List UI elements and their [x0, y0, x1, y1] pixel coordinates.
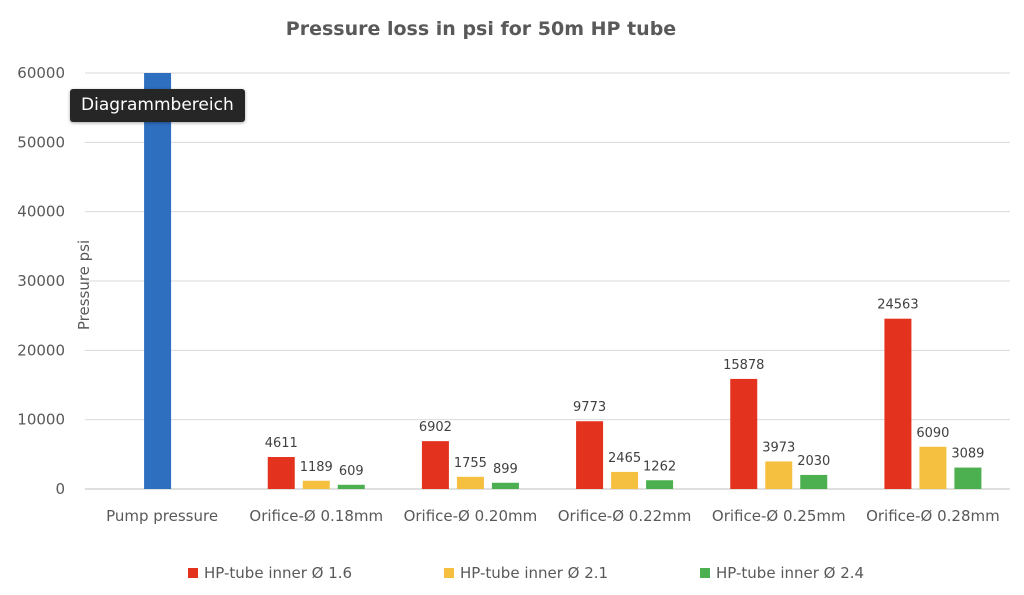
data-label: 2030 [797, 454, 830, 469]
bar-pump-pressure[interactable] [144, 73, 172, 489]
y-tick-label: 60000 [17, 64, 65, 82]
data-label: 24563 [877, 298, 918, 313]
bar[interactable] [576, 421, 604, 489]
bar[interactable] [919, 446, 947, 489]
legend-label: HP-tube inner Ø 2.1 [460, 564, 608, 582]
data-label: 609 [339, 464, 364, 479]
bar[interactable] [302, 480, 330, 489]
bars [144, 73, 982, 489]
data-label: 899 [493, 462, 518, 477]
data-label: 2465 [608, 451, 641, 466]
bar[interactable] [611, 471, 639, 489]
bar[interactable] [884, 318, 912, 489]
y-axis-ticks: 0 10000 20000 30000 40000 50000 60000 [17, 64, 65, 498]
bar[interactable] [421, 441, 449, 489]
chart-title: Pressure loss in psi for 50m HP tube [286, 18, 676, 40]
y-tick-label: 50000 [17, 133, 65, 151]
bar[interactable] [646, 480, 674, 489]
data-label: 3973 [762, 440, 795, 455]
bar[interactable] [765, 461, 793, 489]
legend-label: HP-tube inner Ø 1.6 [204, 564, 352, 582]
legend: HP-tube inner Ø 1.6 HP-tube inner Ø 2.1 HP… [188, 564, 864, 582]
data-label: 6090 [916, 426, 949, 441]
y-tick-label: 30000 [17, 272, 65, 290]
bar[interactable] [800, 474, 828, 489]
data-label: 4611 [265, 436, 298, 451]
data-label: 3089 [951, 447, 984, 462]
gridlines [85, 72, 1010, 490]
legend-swatch [188, 568, 198, 578]
bar[interactable] [337, 484, 365, 489]
data-label: 9773 [573, 400, 606, 415]
data-label: 15878 [723, 358, 764, 373]
data-label: 1262 [643, 459, 676, 474]
x-category-label: Orifice-Ø 0.18mm [249, 507, 383, 525]
y-axis-label: Pressure psi [75, 240, 93, 330]
bar[interactable] [730, 378, 758, 489]
legend-swatch [444, 568, 454, 578]
x-category-label: Orifice-Ø 0.28mm [866, 507, 1000, 525]
y-tick-label: 40000 [17, 203, 65, 221]
data-label: 1189 [300, 460, 333, 475]
y-tick-label: 20000 [17, 341, 65, 359]
x-category-label: Pump pressure [106, 507, 218, 525]
legend-label: HP-tube inner Ø 2.4 [716, 564, 864, 582]
data-label: 6902 [419, 420, 452, 435]
bar[interactable] [267, 457, 295, 489]
y-tick-label: 10000 [17, 411, 65, 429]
category-labels: Pump pressure Orifice-Ø 0.18mm Orifice-Ø 0… [106, 507, 1000, 525]
tooltip-chart-area: Diagrammbereich [70, 89, 245, 122]
x-category-label: Orifice-Ø 0.20mm [404, 507, 538, 525]
legend-swatch [700, 568, 710, 578]
bar[interactable] [456, 476, 484, 489]
bar[interactable] [954, 467, 982, 489]
bar[interactable] [491, 482, 519, 489]
data-label: 1755 [454, 456, 487, 471]
y-tick-label: 0 [55, 480, 65, 498]
x-category-label: Orifice-Ø 0.22mm [558, 507, 692, 525]
x-category-label: Orifice-Ø 0.25mm [712, 507, 846, 525]
